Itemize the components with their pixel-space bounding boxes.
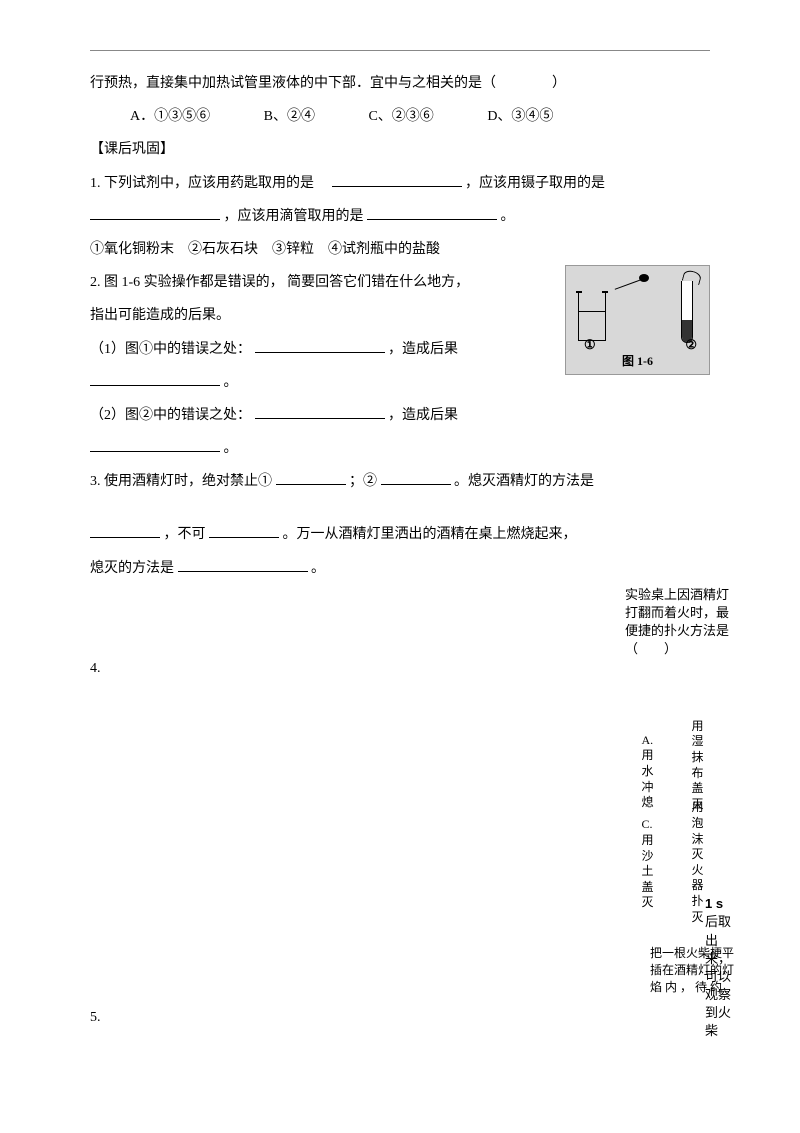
q4-opt-d: 用泡沫灭火器扑灭 <box>690 800 705 925</box>
q1-mid2: ，应该用滴管取用的是 <box>224 209 364 224</box>
q3-blank4 <box>209 537 279 538</box>
q1-items: ①氧化铜粉末 ②石灰石块 ③锌粒 ④试剂瓶中的盐酸 <box>90 237 710 262</box>
section-heading: 【课后巩固】 <box>90 137 710 162</box>
q3-b: ；② <box>349 474 377 489</box>
q3-e: 。万一从酒精灯里洒出的酒精在桌上燃烧起来， <box>283 527 577 542</box>
q1-end: 。 <box>501 209 515 224</box>
dropper-icon <box>614 274 644 299</box>
q5-label: 5. <box>90 1005 101 1030</box>
q5-1s: 1 s <box>705 896 723 911</box>
q1-blank2 <box>90 219 220 220</box>
q1-blank3 <box>367 219 497 220</box>
q3-f: 熄灭的方法是 <box>90 561 174 576</box>
q1-line2: ，应该用滴管取用的是 。 <box>90 204 710 229</box>
continuation-text: 行预热，直接集中加热试管里液体的中下部．宜中与之相关的是（ ） <box>90 71 710 96</box>
q3-c: 。熄灭酒精灯的方法是 <box>454 474 594 489</box>
q2-blank2 <box>90 385 220 386</box>
q3-line2: ，不可 。万一从酒精灯里洒出的酒精在桌上燃烧起来， <box>90 522 710 547</box>
figure-1-6: ① ② 图 1-6 <box>565 265 710 375</box>
q4-opt-b: 用湿抹布盖灭 <box>690 719 705 813</box>
q3-d: ，不可 <box>164 527 206 542</box>
q3-blank3 <box>90 537 160 538</box>
option-d: D、③④⑤ <box>487 109 553 124</box>
mc-options: A．①③⑤⑥ B、②④ C、②③⑥ D、③④⑤ <box>90 104 710 129</box>
q3-a: 3. 使用酒精灯时，绝对禁止① <box>90 474 272 489</box>
q3-line3: 熄灭的方法是 。 <box>90 556 710 581</box>
option-c: C、②③⑥ <box>368 109 433 124</box>
q3-blank5 <box>178 571 308 572</box>
q3-line1: 3. 使用酒精灯时，绝对禁止① ；② 。熄灭酒精灯的方法是 <box>90 469 710 494</box>
q2-p2: （2）图②中的错误之处： ，造成后果 <box>90 403 710 428</box>
fig-num-1: ① <box>584 333 596 356</box>
q2-blank4 <box>90 451 220 452</box>
q4-block: 实验桌上因酒精灯打翻而着火时，最便捷的扑火方法是（ ） 4. A.用水冲熄 用湿… <box>90 591 710 925</box>
q2-p2c: 。 <box>90 436 710 461</box>
q2-p1a: （1）图①中的错误之处： <box>90 342 251 357</box>
q2-p2a: （2）图②中的错误之处： <box>90 408 251 423</box>
fig-num-2: ② <box>685 333 697 356</box>
q4-label: 4. <box>90 656 101 681</box>
q2-p1c-end: 。 <box>224 375 238 390</box>
q2-blank1 <box>255 352 385 353</box>
q2-p2c-end: 。 <box>224 441 238 456</box>
q4-opt-a: A.用水冲熄 <box>640 733 655 811</box>
option-a: A．①③⑤⑥ <box>130 109 210 124</box>
q2-blank3 <box>255 418 385 419</box>
q1-pre: 1. 下列试剂中，应该用药匙取用的是 <box>90 176 328 191</box>
q1-mid1: ，应该用镊子取用的是 <box>465 176 605 191</box>
fig-caption: 图 1-6 <box>622 351 653 373</box>
q4-opt-c: C.用沙土盖灭 <box>640 817 655 911</box>
q3-blank2 <box>381 484 451 485</box>
q3-g: 。 <box>311 561 325 576</box>
q1-blank1 <box>332 186 462 187</box>
option-b: B、②④ <box>264 109 315 124</box>
q3-blank1 <box>276 484 346 485</box>
q4-stem: 实验桌上因酒精灯打翻而着火时，最便捷的扑火方法是（ ） <box>625 586 730 659</box>
q1-line1: 1. 下列试剂中，应该用药匙取用的是 ，应该用镊子取用的是 <box>90 171 710 196</box>
q5-text1: 把一根火柴梗平插在酒精灯的灯焰 内 ， 待 约 <box>650 945 735 995</box>
q2-p2b: ，造成后果 <box>388 408 458 423</box>
q2-p1b: ，造成后果 <box>388 342 458 357</box>
